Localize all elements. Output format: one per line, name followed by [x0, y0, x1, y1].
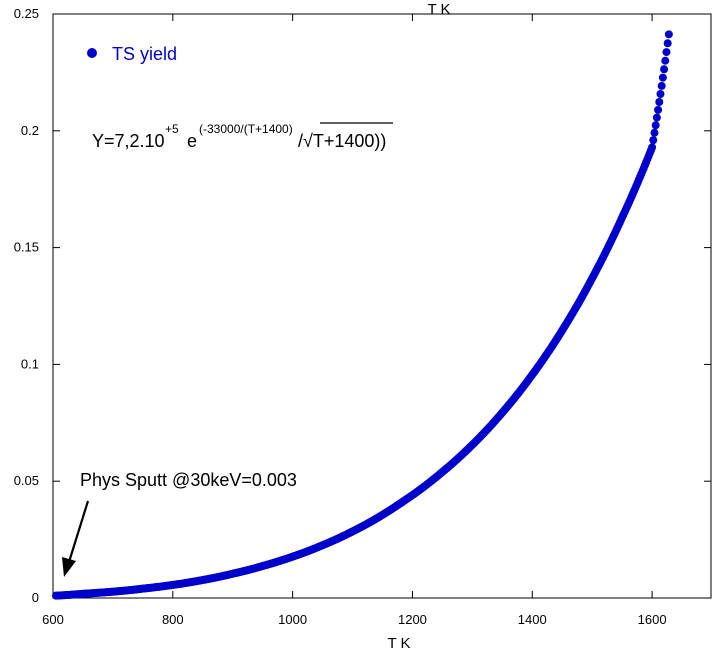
data-point	[665, 30, 673, 38]
y-tick-label: 0	[32, 590, 39, 605]
data-point	[650, 129, 658, 137]
formula-main: Y=7,2.10	[92, 131, 165, 151]
data-point	[664, 39, 672, 47]
x-tick-label: 1200	[398, 612, 427, 627]
y-tick-label: 0.25	[14, 6, 39, 21]
top-axis-title: T K	[427, 1, 450, 18]
data-point	[655, 98, 663, 106]
data-point	[660, 65, 668, 73]
legend-label: TS yield	[112, 44, 177, 64]
data-point	[652, 121, 660, 129]
formula-tail: /√T+1400))	[298, 131, 386, 151]
x-tick-label: 1000	[278, 612, 307, 627]
data-point	[648, 143, 656, 151]
plot-frame	[53, 14, 711, 598]
data-points	[52, 30, 673, 599]
annotation-arrow-shaft	[69, 501, 88, 562]
x-tick-label: 800	[162, 612, 184, 627]
x-axis-title: T K	[387, 635, 410, 652]
x-tick-label: 1400	[518, 612, 547, 627]
data-point	[662, 48, 670, 56]
legend-marker	[87, 48, 97, 58]
x-tick-label: 1600	[638, 612, 667, 627]
data-point	[649, 136, 657, 144]
data-point	[653, 114, 661, 122]
data-point	[661, 57, 669, 65]
annotation-arrow-head	[62, 557, 76, 577]
plot-border	[53, 14, 711, 598]
formula-e: e	[187, 131, 197, 151]
data-point	[659, 74, 667, 82]
y-tick-label: 0.2	[21, 123, 39, 138]
data-point	[656, 90, 664, 98]
y-tick-label: 0.05	[14, 473, 39, 488]
formula-exponent-1: +5	[165, 122, 179, 136]
y-tick-label: 0.1	[21, 356, 39, 371]
formula-exponent-2: (-33000/(T+1400)	[199, 122, 293, 136]
y-tick-label: 0.15	[14, 240, 39, 255]
y-axis-ticks: 0 0.05 0.1 0.15 0.2 0.25	[14, 6, 711, 605]
x-tick-label: 600	[42, 612, 64, 627]
data-point	[658, 82, 666, 90]
phys-sputt-annotation: Phys Sputt @30keV=0.003	[80, 470, 297, 490]
formula: Y=7,2.10 +5 e (-33000/(T+1400) /√T+1400)…	[92, 122, 393, 151]
data-point	[654, 106, 662, 114]
